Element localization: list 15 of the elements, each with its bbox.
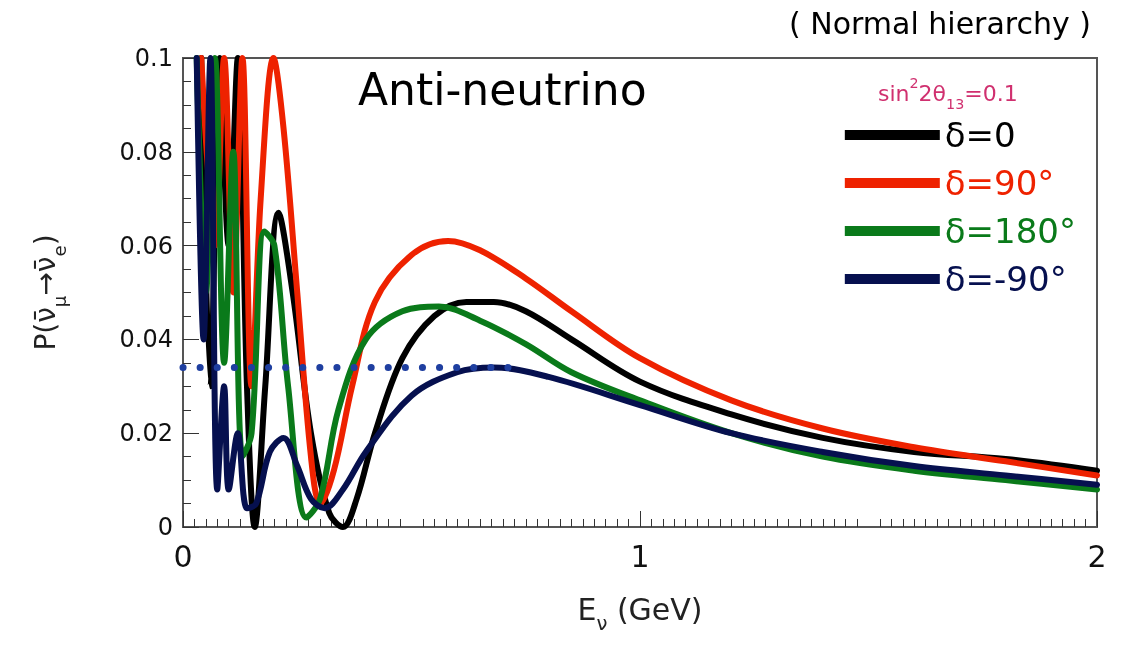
legend-label: δ=90° (944, 163, 1055, 203)
y-tick-label: 0.08 (119, 137, 173, 166)
x-tick-label: 1 (630, 538, 650, 574)
text: ( Normal hierarchy ) (788, 5, 1092, 41)
y-tick-label: 0.06 (119, 231, 173, 260)
legend-label: δ=180° (944, 211, 1076, 251)
legend-label: δ=-90° (944, 259, 1067, 299)
y-tick-label: 0.04 (119, 325, 173, 354)
y-tick-label: 0.02 (119, 419, 173, 448)
y-tick-label: 0.1 (134, 44, 173, 72)
y-axis-title: P(ν̄μ→ν̄e) (29, 234, 70, 351)
legend-label: δ=0 (944, 115, 1016, 155)
annotation: Anti-neutrino (358, 64, 647, 116)
x-tick-label: 2 (1087, 538, 1107, 574)
y-tick-label: 0 (157, 513, 173, 541)
